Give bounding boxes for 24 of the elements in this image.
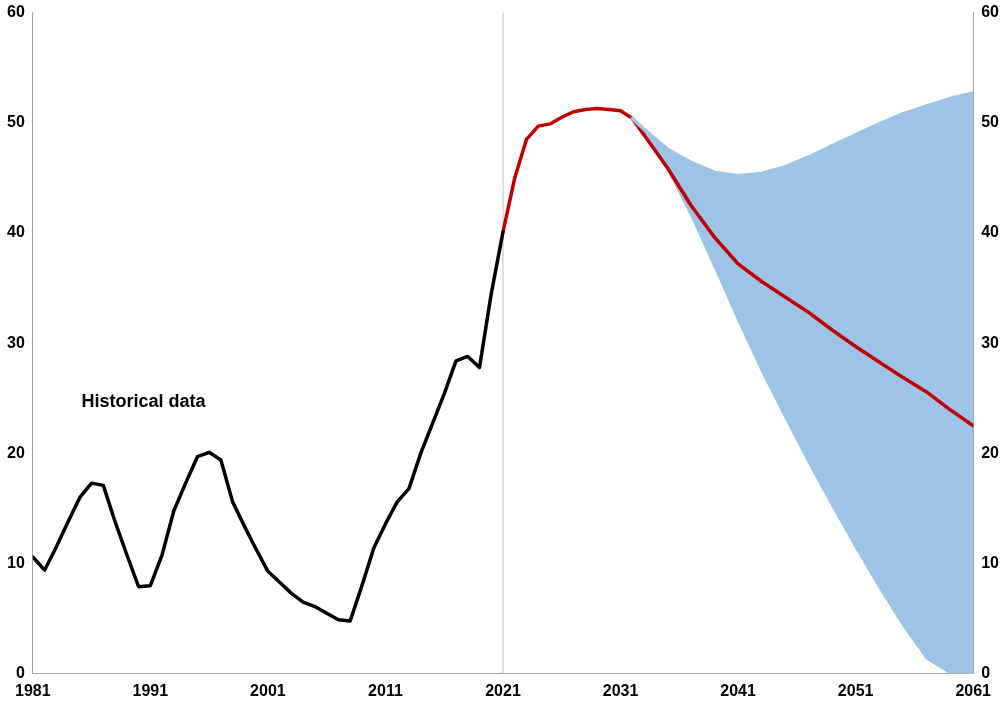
y-tick-label: 0 — [15, 664, 25, 682]
y-tick-label: 20 — [7, 443, 25, 461]
x-tick-label: 2041 — [720, 681, 756, 699]
x-tick-label: 2021 — [485, 681, 521, 699]
y2-tick-label: 60 — [981, 3, 1000, 21]
x-tick-label: 1991 — [132, 681, 169, 699]
y2-tick-label: 40 — [981, 223, 1000, 241]
y-tick-label: 40 — [7, 223, 25, 241]
y-tick-label: 30 — [7, 333, 25, 351]
x-tick-label: 2011 — [368, 681, 403, 699]
x-tick-label: 2031 — [602, 681, 639, 699]
y-tick-label: 60 — [7, 3, 25, 21]
y2-tick-label: 20 — [981, 443, 1000, 461]
y2-tick-label: 10 — [981, 554, 1000, 572]
text: Historical data — [81, 391, 207, 412]
x-tick-label: 2061 — [955, 681, 992, 699]
y-tick-label: 10 — [7, 554, 25, 572]
y2-tick-label: 50 — [981, 113, 1000, 131]
x-tick-label: 2001 — [250, 681, 286, 699]
y-tick-label: 50 — [7, 113, 25, 131]
y2-tick-label: 0 — [981, 664, 991, 682]
y2-tick-label: 30 — [981, 333, 1000, 351]
x-tick-label: 2051 — [837, 681, 874, 699]
x-tick-label: 1981 — [15, 681, 51, 699]
